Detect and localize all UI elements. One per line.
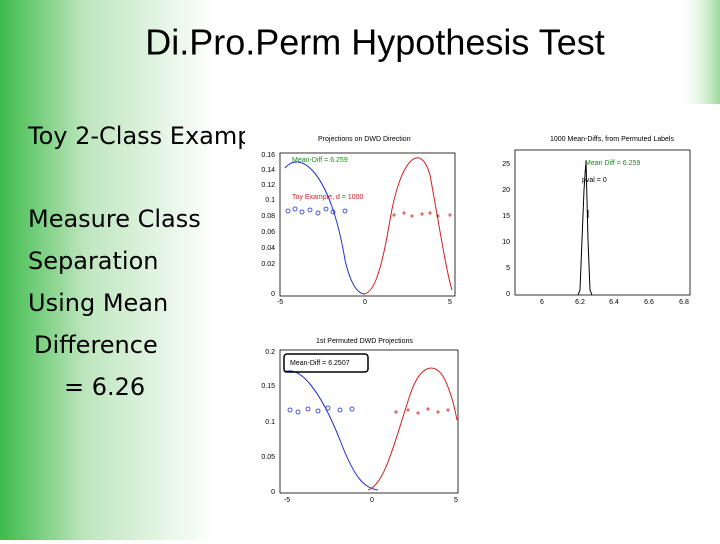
x-ticks: 6 6.2 6.4 6.6 6.8	[540, 299, 689, 306]
y-tick-label: 0.06	[261, 229, 275, 236]
points	[287, 405, 355, 415]
y-tick-label: 0.02	[261, 261, 275, 268]
x-tick-label: 5	[448, 299, 452, 306]
bullet: = 6.26	[64, 373, 145, 401]
bullet: Measure Class	[28, 205, 201, 233]
figure-panel	[245, 104, 720, 540]
bullet: Difference	[34, 331, 158, 359]
y-tick-label: 15	[502, 213, 510, 220]
y-tick-label: 5	[506, 265, 510, 272]
annotation: Toy Example, d = 1000	[292, 194, 364, 201]
y-tick-label: 0	[271, 291, 275, 298]
y-tick-label: 25	[502, 161, 510, 168]
highlight-box	[283, 353, 369, 373]
y-tick-label: 0.16	[261, 152, 275, 159]
y-tick-label: 0	[506, 291, 510, 298]
x-tick-label: 6	[540, 299, 544, 306]
x-tick-label: 0	[363, 299, 367, 306]
density-curve	[362, 157, 453, 295]
y-tick-label: 20	[502, 187, 510, 194]
y-ticks: 0.2 0.15 0.1 0.05 0	[261, 349, 275, 496]
x-tick-label: -5	[284, 497, 290, 504]
x-tick-label: 0	[370, 497, 374, 504]
axes	[279, 349, 459, 494]
y-tick-label: 0.05	[261, 454, 275, 461]
x-tick-label: 6.8	[679, 299, 689, 306]
y-tick-label: 0.1	[265, 419, 275, 426]
histogram	[577, 159, 593, 296]
y-tick-label: 0.1	[265, 197, 275, 204]
y-ticks: 25 20 15 10 5 0	[502, 161, 510, 298]
density-curve	[367, 367, 458, 491]
axes	[514, 149, 691, 296]
figure: 1000 Mean-Diffs, from Permuted Labels Me…	[502, 136, 691, 306]
y-tick-label: 0.12	[261, 182, 275, 189]
x-tick-label: 6.2	[575, 299, 585, 306]
axes	[279, 152, 456, 297]
figure: 1st Permuted DWD Projections Mean-Diff =…	[261, 338, 459, 504]
x-tick-label: 5	[454, 497, 458, 504]
figure: Projections on DWD Direction Mean-Diff =…	[261, 136, 456, 306]
x-ticks: -5 0 5	[277, 299, 452, 306]
points	[285, 206, 348, 216]
bullet: Toy 2-Class Example	[27, 122, 274, 150]
y-tick-label: 0.04	[261, 245, 275, 252]
x-ticks: -5 0 5	[284, 497, 458, 504]
y-tick-label: 0.15	[261, 383, 275, 390]
x-tick-label: 6.6	[644, 299, 654, 306]
slide-title: Di.Pro.Perm Hypothesis Test	[145, 22, 605, 63]
bullets: Toy 2-Class Example Measure Class Separa…	[27, 122, 274, 401]
x-tick-label: 6.4	[609, 299, 619, 306]
bullet: Using Mean	[28, 289, 168, 317]
annotation: Mean-Diff = 6.259	[292, 157, 348, 164]
annotation: Mean-Diff = 6.2507	[290, 360, 350, 367]
y-tick-label: 0.08	[261, 213, 275, 220]
figure-title: 1000 Mean-Diffs, from Permuted Labels	[550, 136, 674, 143]
figure-title: 1st Permuted DWD Projections	[316, 338, 413, 345]
y-tick-label: 0.2	[265, 349, 275, 356]
density-curve	[283, 370, 379, 491]
bullet: Separation	[28, 247, 159, 275]
annotation: pval = 0	[582, 177, 607, 184]
points	[394, 407, 450, 415]
y-tick-label: 0.14	[261, 167, 275, 174]
y-tick-label: 0	[271, 489, 275, 496]
points	[392, 211, 452, 218]
y-tick-label: 10	[502, 239, 510, 246]
annotation: Mean Diff = 6.259	[585, 160, 640, 167]
figure-title: Projections on DWD Direction	[318, 136, 411, 143]
y-ticks: 0.16 0.14 0.12 0.1 0.08 0.06 0.04 0.02 0	[261, 152, 275, 298]
x-tick-label: -5	[277, 299, 283, 306]
density-curve	[284, 161, 366, 295]
